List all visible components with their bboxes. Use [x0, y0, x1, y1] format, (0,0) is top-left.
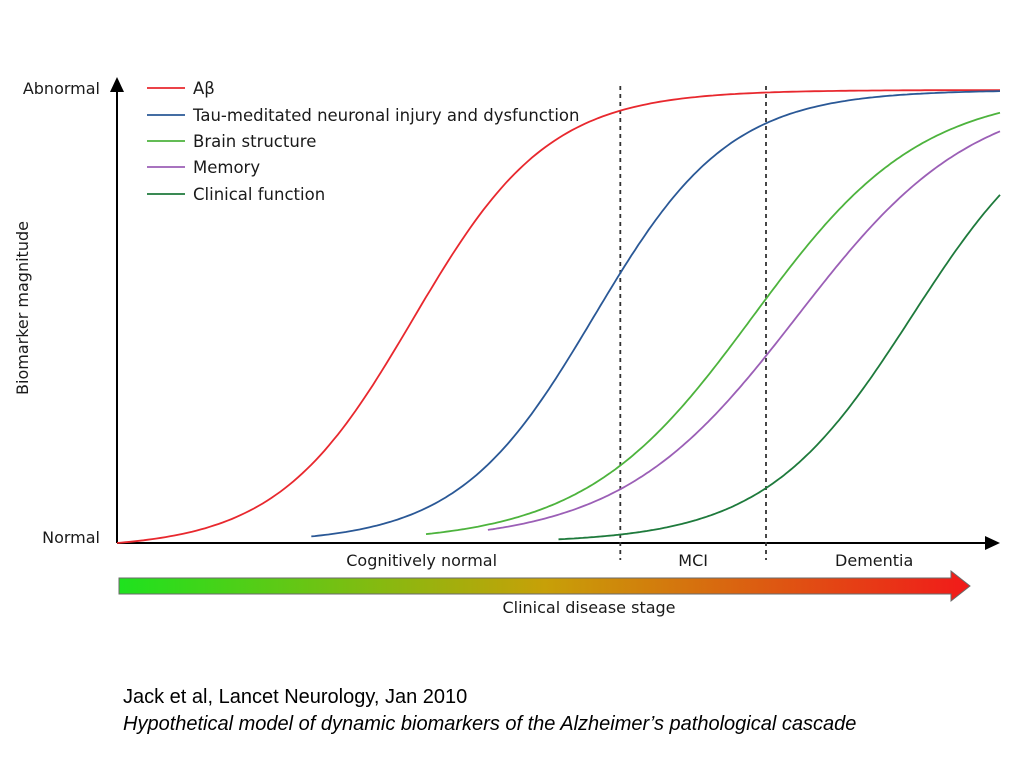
series-line-brain-structure	[425, 111, 1001, 535]
series-line-memory	[487, 130, 1001, 531]
biomarker-chart: Abnormal Normal Biomarker magnitude Cogn…	[13, 77, 1001, 617]
figure-caption: Jack et al, Lancet Neurology, Jan 2010 H…	[123, 684, 1003, 738]
series-line-tau	[311, 90, 1001, 538]
y-tick-label-abnormal: Abnormal	[23, 79, 100, 98]
legend-label-memory: Memory	[193, 158, 260, 177]
caption-citation: Jack et al, Lancet Neurology, Jan 2010	[123, 686, 468, 708]
y-axis-arrowhead	[110, 77, 124, 92]
legend-label-clinical-function: Clinical function	[193, 185, 325, 204]
legend: Aβ Tau-meditated neuronal injury and dys…	[147, 79, 579, 204]
stage-label-dementia: Dementia	[835, 551, 913, 570]
caption-description: Hypothetical model of dynamic biomarkers…	[123, 713, 857, 735]
y-tick-label-normal: Normal	[42, 528, 100, 547]
series-lines	[116, 89, 1001, 544]
stage-label-cognitively-normal: Cognitively normal	[346, 551, 497, 570]
series-line-abeta	[116, 89, 1000, 544]
y-axis-label: Biomarker magnitude	[13, 221, 32, 395]
x-axis-label: Clinical disease stage	[502, 598, 675, 617]
series-line-clinical-function	[558, 194, 1001, 541]
disease-stage-arrow	[118, 569, 971, 603]
legend-label-tau: Tau-meditated neuronal injury and dysfun…	[192, 106, 579, 125]
x-axis-arrowhead	[985, 536, 1000, 550]
stage-label-mci: MCI	[678, 551, 708, 570]
legend-label-abeta: Aβ	[193, 79, 215, 98]
legend-label-brain-structure: Brain structure	[193, 132, 316, 151]
